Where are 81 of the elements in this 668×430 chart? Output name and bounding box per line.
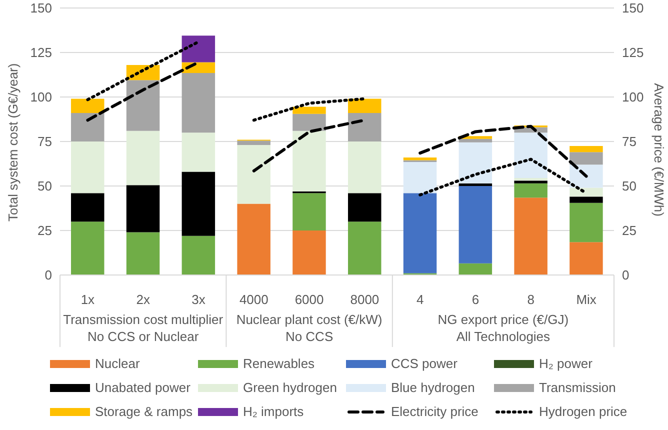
legend-label: Unabated power xyxy=(95,380,190,395)
bar xyxy=(403,162,437,194)
legend-label: Hydrogen price xyxy=(539,404,628,419)
bar xyxy=(514,132,548,178)
bar xyxy=(348,193,382,222)
y2-axis-title: Average price (€/MWh) xyxy=(651,83,666,216)
bar xyxy=(458,263,492,275)
bar xyxy=(570,146,603,152)
bar xyxy=(570,196,603,203)
legend-label: Blue hydrogen xyxy=(391,380,475,395)
bar xyxy=(570,242,603,275)
bar xyxy=(237,145,270,204)
y2-tick-label: 0 xyxy=(622,268,630,283)
y2-tick-label: 25 xyxy=(622,223,636,238)
bar xyxy=(126,130,160,186)
y-tick-label: 75 xyxy=(38,134,52,150)
bar xyxy=(514,180,548,184)
bar xyxy=(182,172,216,236)
bar xyxy=(403,158,437,160)
x-tick-label: 8000 xyxy=(350,292,380,308)
bar xyxy=(292,193,326,230)
bar xyxy=(126,80,160,131)
bar xyxy=(458,186,492,264)
bar xyxy=(237,204,270,275)
bar xyxy=(71,98,104,114)
x-tick-label: 1x xyxy=(80,292,96,308)
legend-label: Green hydrogen xyxy=(243,380,337,395)
bar xyxy=(126,232,160,275)
bar xyxy=(182,236,216,275)
text: NG export price (€/GJ) All Technologies xyxy=(436,311,570,345)
bar xyxy=(570,188,603,197)
legend-label: Transmission xyxy=(539,380,616,395)
bar xyxy=(71,193,104,222)
y2-tick-label: 125 xyxy=(622,45,644,60)
y-axis-title: Total system cost (G€/year) xyxy=(6,63,21,222)
bar xyxy=(126,185,160,232)
y2-tick-label: 50 xyxy=(622,178,636,194)
y2-tick-label: 75 xyxy=(622,134,636,150)
bar xyxy=(71,222,104,275)
bar xyxy=(514,198,548,275)
text: Nuclear plant cost (€/kW) No CCS xyxy=(235,311,384,345)
y-tick-label: 50 xyxy=(38,178,52,194)
y2-tick-label: 150 xyxy=(622,0,644,16)
bar xyxy=(570,202,603,242)
x-tick-label: 6 xyxy=(472,292,480,308)
legend-label: Renewables xyxy=(243,356,315,371)
legend-label: Electricity price xyxy=(391,404,478,419)
bar xyxy=(458,142,492,184)
legend-label: CCS power xyxy=(391,356,458,371)
x-tick-label: 6000 xyxy=(294,292,324,308)
bar xyxy=(182,36,216,62)
text: Transmission cost multiplier No CCS or Nuclear xyxy=(62,311,224,345)
x-tick-label: 2x xyxy=(136,292,150,308)
x-tick-label: 3x xyxy=(192,292,206,308)
bar xyxy=(403,193,437,274)
bar xyxy=(71,113,104,142)
bar xyxy=(182,132,216,172)
legend-label: Storage & ramps xyxy=(95,404,193,419)
y-tick-label: 125 xyxy=(30,45,52,60)
x-tick-label: 4000 xyxy=(239,292,268,308)
bar xyxy=(348,222,382,275)
bar xyxy=(514,178,548,181)
bar xyxy=(182,72,216,133)
y-tick-label: 150 xyxy=(30,0,52,16)
bar xyxy=(514,183,548,198)
bar xyxy=(570,164,603,188)
x-tick-label: 8 xyxy=(527,292,535,308)
bar xyxy=(458,183,492,186)
x-tick-label: Mix xyxy=(576,292,597,308)
y-tick-label: 100 xyxy=(30,90,52,105)
bar xyxy=(570,152,603,165)
y-tick-label: 25 xyxy=(38,223,52,238)
legend-label: H₂ power xyxy=(539,356,592,371)
x-tick-label: 4 xyxy=(416,292,424,308)
legend-label: Nuclear xyxy=(95,356,140,371)
legend-label: H₂ imports xyxy=(243,404,304,419)
bar xyxy=(458,138,492,142)
bar xyxy=(71,142,104,194)
y-tick-label: 0 xyxy=(44,268,52,283)
y2-tick-label: 100 xyxy=(622,90,644,105)
bar xyxy=(292,230,326,275)
